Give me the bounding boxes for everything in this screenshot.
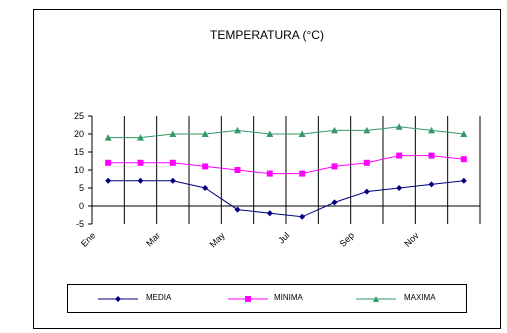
x-tick-label: Sep [338, 230, 356, 248]
series-line-maxima [108, 126, 464, 139]
series-line-minima [108, 155, 464, 175]
data-point-minima [266, 170, 273, 177]
data-point-media [105, 177, 112, 184]
data-point-maxima [137, 134, 144, 141]
chart-title: TEMPERATURA (°C) [210, 28, 324, 42]
x-tick-label: Mar [144, 230, 162, 248]
data-point-maxima [266, 130, 274, 137]
data-point-minima [202, 163, 209, 170]
data-point-minima [428, 152, 435, 159]
data-point-minima [234, 167, 241, 173]
data-point-minima [105, 159, 112, 166]
data-point-minima [137, 159, 144, 166]
data-point-maxima [234, 126, 241, 134]
data-point-media [266, 210, 273, 217]
chart-frame [33, 9, 501, 329]
legend-label-minima: MINIMA [274, 293, 303, 302]
data-point-maxima [104, 134, 112, 141]
x-tick-label: May [208, 230, 227, 249]
y-tick-label: 25 [74, 111, 84, 121]
data-point-media [137, 177, 144, 184]
data-point-minima [331, 163, 338, 170]
y-tick-label: 5 [79, 183, 84, 193]
legend-swatch-maxima [356, 296, 396, 302]
y-tick-label: 20 [74, 129, 84, 139]
data-point-minima [363, 159, 370, 166]
legend-swatch-minima [228, 296, 268, 302]
data-point-minima [299, 170, 306, 177]
y-tick-label: 0 [79, 201, 84, 211]
data-point-maxima [363, 126, 371, 134]
data-point-media [428, 181, 435, 188]
legend-label-maxima: MAXIMA [404, 293, 436, 302]
legend: MEDIA MINIMA MAXIMA [67, 284, 467, 313]
x-tick-label: Nov [402, 230, 421, 249]
data-point-minima [396, 152, 403, 159]
data-point-media [460, 177, 467, 184]
y-tick-label: -5 [76, 219, 84, 229]
legend-swatch-media [98, 296, 138, 302]
data-point-maxima [169, 130, 177, 137]
data-point-media [331, 199, 338, 206]
data-point-maxima [428, 126, 435, 134]
x-tick-label: Jul [276, 230, 291, 245]
data-point-minima [460, 156, 467, 163]
data-point-media [363, 188, 370, 195]
data-point-media [299, 213, 306, 220]
data-point-media [396, 185, 403, 191]
x-tick-label: Ene [79, 230, 97, 248]
data-point-media [169, 177, 176, 184]
data-point-media [234, 206, 241, 213]
series-line-media [108, 180, 464, 218]
data-point-minima [169, 159, 176, 166]
data-point-maxima [298, 130, 306, 137]
data-point-media [202, 185, 209, 191]
data-point-maxima [331, 126, 338, 134]
y-tick-label: 10 [74, 165, 84, 175]
data-point-maxima [395, 123, 403, 130]
legend-label-media: MEDIA [146, 293, 172, 302]
data-point-maxima [201, 130, 209, 137]
y-tick-label: 15 [74, 147, 84, 157]
data-point-maxima [460, 130, 468, 137]
